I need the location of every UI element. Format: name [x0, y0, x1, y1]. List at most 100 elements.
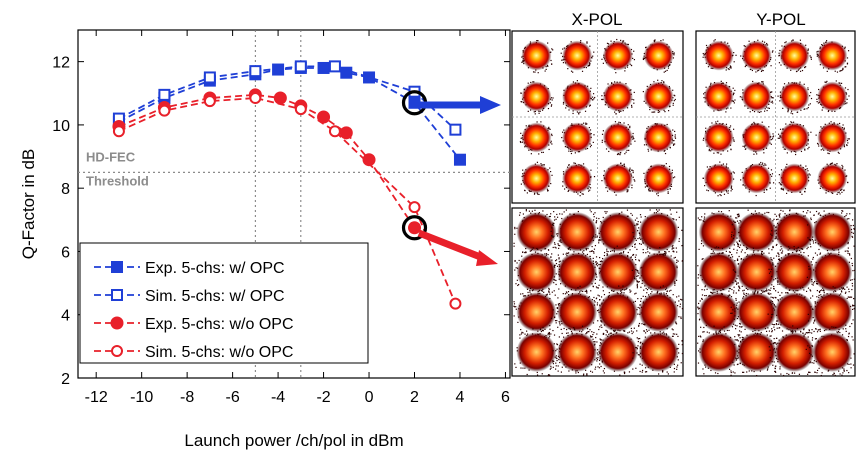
noise-dot	[805, 348, 807, 351]
noise-dot	[563, 129, 565, 131]
noise-dot	[663, 71, 665, 73]
noise-dot	[777, 299, 779, 301]
noise-dot	[525, 210, 527, 212]
noise-dot	[740, 258, 743, 260]
noise-dot	[852, 305, 854, 307]
noise-dot	[559, 245, 561, 247]
data-point	[408, 96, 421, 109]
noise-dot	[632, 57, 634, 59]
noise-dot	[788, 246, 790, 248]
noise-dot	[736, 217, 738, 219]
noise-dot	[556, 307, 559, 309]
noise-dot	[834, 110, 836, 113]
noise-dot	[775, 371, 777, 373]
noise-dot	[765, 290, 767, 292]
noise-dot	[730, 306, 732, 308]
noise-dot	[731, 326, 734, 328]
noise-dot	[522, 367, 524, 369]
noise-dot	[514, 260, 516, 262]
blue-arrow-head	[480, 96, 501, 114]
noise-dot	[521, 331, 523, 333]
noise-dot	[674, 134, 676, 136]
noise-dot	[755, 194, 757, 197]
noise-dot	[767, 368, 769, 370]
noise-dot	[567, 332, 569, 334]
noise-dot	[773, 309, 776, 311]
noise-dot	[582, 374, 585, 376]
noise-dot	[823, 329, 826, 332]
noise-dot	[697, 306, 699, 308]
noise-dot	[735, 283, 738, 285]
noise-dot	[521, 101, 523, 103]
noise-dot	[798, 373, 801, 375]
noise-dot	[593, 331, 595, 334]
noise-dot	[524, 333, 526, 335]
noise-dot	[576, 111, 579, 113]
noise-dot	[581, 331, 583, 333]
noise-dot	[623, 122, 625, 124]
noise-dot	[834, 287, 836, 289]
noise-dot	[629, 291, 631, 293]
noise-dot	[816, 142, 819, 145]
noise-dot	[800, 251, 802, 253]
noise-dot	[517, 284, 519, 287]
noise-dot	[680, 316, 682, 318]
noise-dot	[587, 247, 589, 250]
noise-dot	[586, 42, 588, 44]
noise-dot	[549, 128, 551, 130]
noise-dot	[618, 111, 620, 113]
noise-dot	[734, 270, 736, 273]
noise-dot	[563, 336, 565, 338]
noise-dot	[547, 42, 549, 44]
noise-dot	[810, 246, 812, 248]
noise-dot	[780, 252, 783, 254]
noise-dot	[811, 264, 813, 266]
noise-dot	[555, 279, 557, 282]
noise-dot	[736, 282, 738, 284]
noise-dot	[674, 333, 676, 335]
noise-dot	[550, 170, 552, 173]
noise-dot	[610, 328, 612, 330]
noise-dot	[775, 365, 777, 367]
noise-dot	[557, 254, 559, 256]
noise-dot	[853, 304, 855, 307]
noise-dot	[626, 66, 629, 68]
noise-dot	[778, 174, 780, 176]
noise-dot	[772, 296, 774, 299]
noise-dot	[850, 296, 853, 298]
noise-dot	[532, 247, 534, 249]
noise-dot	[606, 331, 608, 333]
noise-dot	[763, 191, 765, 193]
noise-dot	[707, 66, 710, 68]
column-title-x-pol: X-POL	[571, 10, 622, 29]
noise-dot	[548, 288, 550, 290]
noise-dot	[592, 219, 595, 221]
noise-dot	[776, 323, 778, 326]
noise-dot	[655, 209, 658, 211]
noise-dot	[717, 372, 719, 375]
noise-dot	[591, 245, 593, 248]
noise-dot	[560, 283, 562, 285]
noise-dot	[635, 254, 637, 256]
noise-dot	[770, 335, 772, 337]
noise-dot	[846, 98, 848, 100]
noise-dot	[823, 210, 825, 212]
noise-dot	[622, 288, 624, 291]
noise-dot	[557, 326, 559, 328]
noise-dot	[794, 153, 797, 156]
noise-dot	[648, 329, 650, 331]
noise-dot	[838, 370, 840, 372]
noise-dot	[554, 216, 556, 218]
noise-dot	[635, 346, 637, 349]
noise-dot	[555, 259, 558, 261]
noise-dot	[671, 248, 673, 250]
noise-dot	[643, 100, 645, 102]
noise-dot	[800, 248, 802, 250]
constellation-symbol	[774, 252, 815, 292]
noise-dot	[731, 254, 733, 256]
noise-dot	[737, 340, 739, 342]
noise-dot	[849, 213, 851, 215]
noise-dot	[847, 142, 849, 144]
noise-dot	[594, 261, 597, 263]
noise-dot	[556, 265, 559, 267]
